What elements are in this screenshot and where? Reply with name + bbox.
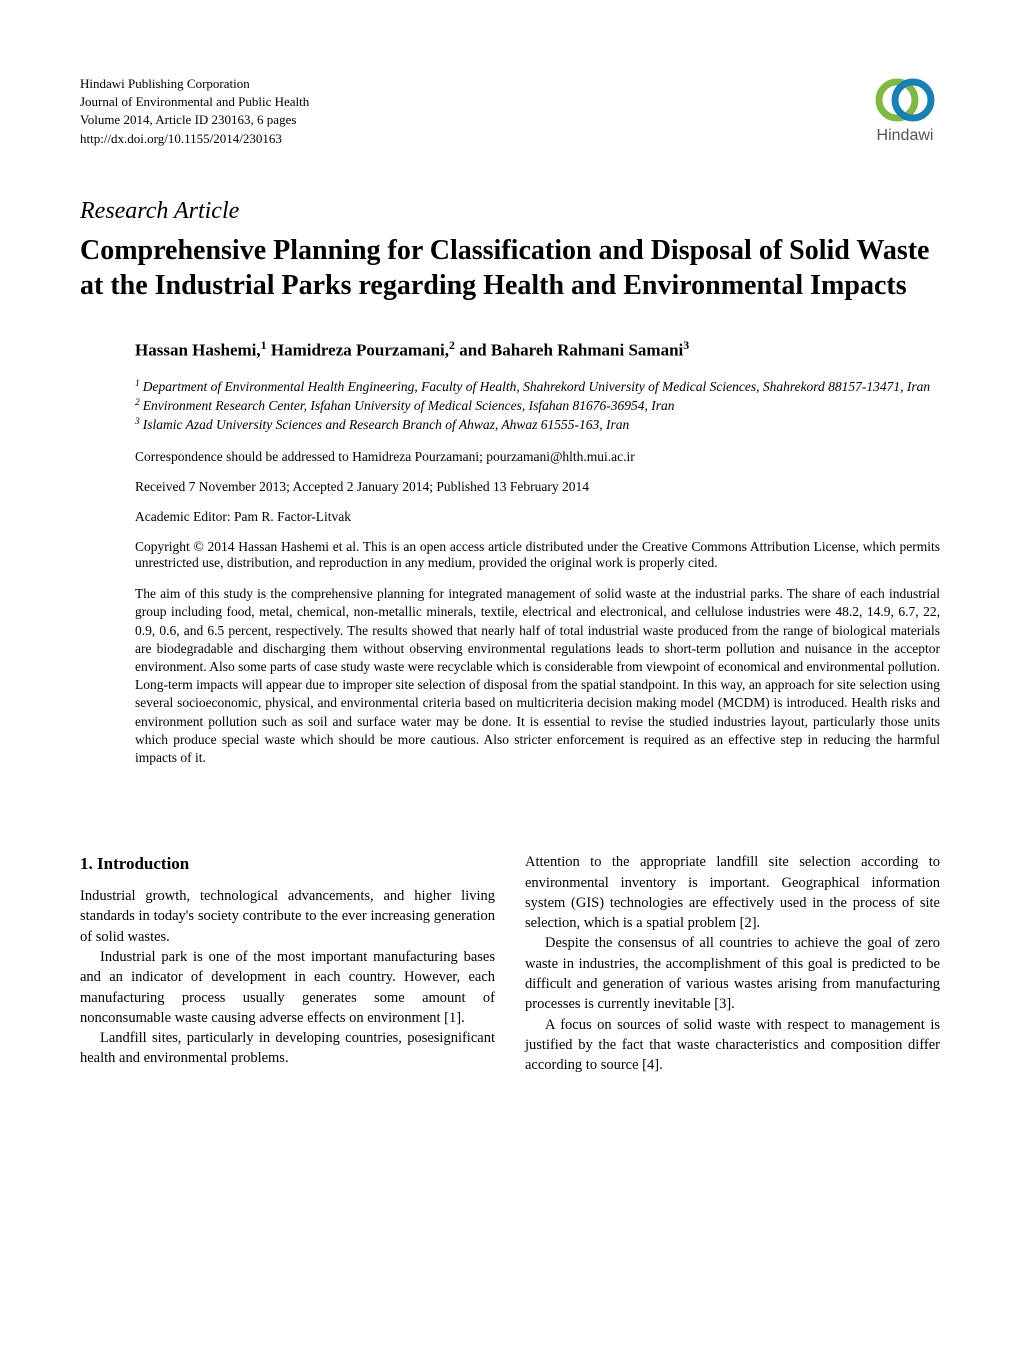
publisher-logo-text: Hindawi	[877, 127, 934, 145]
publisher-line: Hindawi Publishing Corporation	[80, 75, 309, 93]
body-paragraph: Industrial park is one of the most impor…	[80, 947, 495, 1028]
publisher-line: http://dx.doi.org/10.1155/2014/230163	[80, 130, 309, 148]
header-row: Hindawi Publishing Corporation Journal o…	[80, 75, 940, 148]
body-paragraph: Landfill sites, particularly in developi…	[80, 1028, 495, 1069]
body-paragraph: Attention to the appropriate landfill si…	[525, 852, 940, 933]
body-columns: 1. Introduction Industrial growth, techn…	[80, 852, 940, 1075]
copyright-notice: Copyright © 2014 Hassan Hashemi et al. T…	[80, 539, 940, 571]
academic-editor: Academic Editor: Pam R. Factor-Litvak	[80, 509, 940, 525]
column-left: 1. Introduction Industrial growth, techn…	[80, 852, 495, 1075]
publisher-line: Journal of Environmental and Public Heal…	[80, 93, 309, 111]
section-heading: 1. Introduction	[80, 852, 495, 876]
body-paragraph: Despite the consensus of all countries t…	[525, 933, 940, 1014]
column-right: Attention to the appropriate landfill si…	[525, 852, 940, 1075]
article-title: Comprehensive Planning for Classificatio…	[80, 233, 940, 303]
correspondence: Correspondence should be addressed to Ha…	[80, 449, 940, 465]
publisher-info: Hindawi Publishing Corporation Journal o…	[80, 75, 309, 148]
abstract-text: The aim of this study is the comprehensi…	[80, 585, 940, 767]
hindawi-logo-icon	[870, 75, 940, 125]
article-type: Research Article	[80, 198, 940, 225]
publisher-line: Volume 2014, Article ID 230163, 6 pages	[80, 111, 309, 129]
body-paragraph: Industrial growth, technological advance…	[80, 886, 495, 947]
body-paragraph: A focus on sources of solid waste with r…	[525, 1015, 940, 1076]
affiliations-list: 1Department of Environmental Health Engi…	[80, 378, 940, 435]
authors-list: Hassan Hashemi,1 Hamidreza Pourzamani,2 …	[80, 338, 940, 361]
publisher-logo: Hindawi	[870, 75, 940, 145]
publication-dates: Received 7 November 2013; Accepted 2 Jan…	[80, 479, 940, 495]
